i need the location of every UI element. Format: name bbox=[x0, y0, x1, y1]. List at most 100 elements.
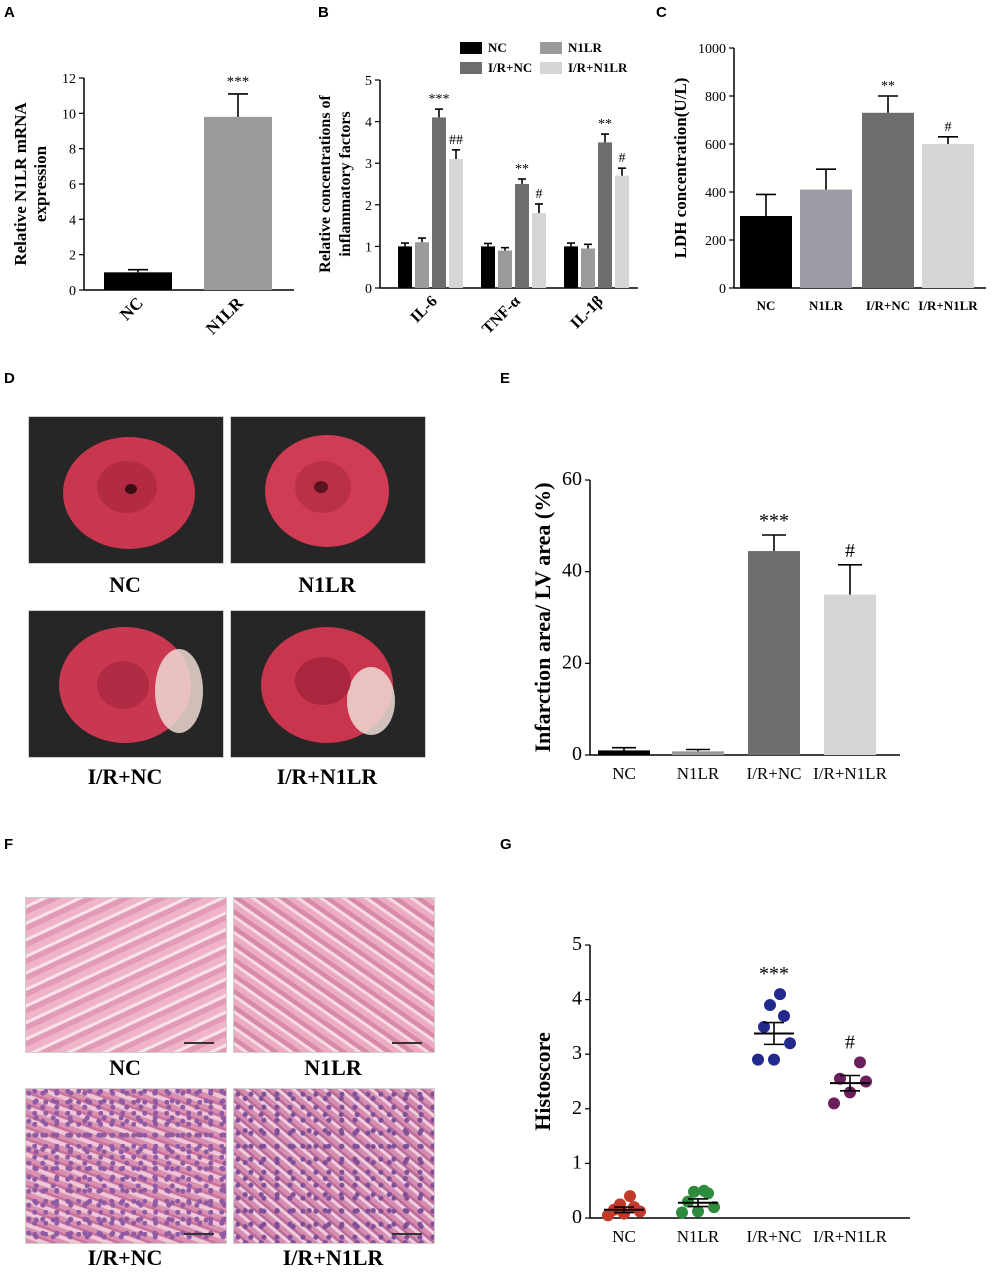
significance-label: # bbox=[619, 151, 626, 166]
bar bbox=[615, 175, 629, 288]
y-tick-label: 40 bbox=[562, 560, 582, 582]
chart-e: 0 20 40 60 Infarction area/ LV area (%) NC N1L… bbox=[530, 468, 900, 783]
heart-photo-ir-nc bbox=[28, 610, 224, 758]
legend-label: N1LR bbox=[568, 40, 603, 55]
photo-label-f-ir-n1lr: I/R+N1LR bbox=[282, 1245, 384, 1270]
y-tick-label: 1 bbox=[365, 240, 372, 255]
x-tick-label: N1LR bbox=[677, 764, 720, 783]
y-tick-label: 0 bbox=[69, 284, 76, 299]
data-point bbox=[778, 1009, 790, 1022]
y-tick-label: 1000 bbox=[698, 42, 726, 57]
data-point bbox=[676, 1206, 688, 1219]
y-tick-label: 800 bbox=[705, 90, 726, 105]
x-tick-label: IL-6 bbox=[407, 293, 440, 326]
bar bbox=[204, 116, 272, 290]
y-axis-label: Infarction area/ LV area (%) bbox=[530, 482, 555, 752]
significance-label: ## bbox=[449, 133, 463, 148]
bar bbox=[398, 246, 412, 288]
y-tick-label: 400 bbox=[705, 186, 726, 201]
data-point bbox=[784, 1037, 796, 1050]
y-tick-label: 60 bbox=[562, 468, 582, 490]
y-tick-label: 5 bbox=[572, 933, 582, 955]
bar bbox=[515, 184, 529, 288]
y-tick-label: 20 bbox=[562, 651, 582, 673]
heart-photo-nc bbox=[28, 416, 224, 564]
x-tick-label: NC bbox=[612, 1227, 636, 1246]
y-axis-label: LDH concentration(U/L) bbox=[671, 78, 690, 259]
significance-label: *** bbox=[429, 92, 450, 107]
x-tick-label: NC bbox=[116, 293, 147, 324]
photo-label-f-n1lr: N1LR bbox=[304, 1055, 362, 1080]
y-tick-label: 3 bbox=[572, 1042, 582, 1064]
bar bbox=[922, 144, 974, 288]
panel-letter-a: A bbox=[4, 4, 15, 21]
y-tick-label: 0 bbox=[572, 743, 582, 765]
histology-photo-ir-nc bbox=[25, 1088, 227, 1244]
y-tick-label: 3 bbox=[365, 157, 372, 172]
significance-label: *** bbox=[759, 510, 789, 532]
data-point bbox=[692, 1205, 704, 1218]
data-point bbox=[708, 1201, 720, 1214]
y-tick-label: 12 bbox=[62, 72, 76, 87]
x-tick-label: N1LR bbox=[809, 298, 844, 313]
data-point bbox=[758, 1020, 770, 1033]
photo-label-d-nc: NC bbox=[109, 572, 141, 597]
bar bbox=[598, 142, 612, 288]
panel-letter-f: F bbox=[4, 836, 14, 853]
bar bbox=[498, 250, 512, 288]
panel-letter-b: B bbox=[318, 4, 329, 21]
bar bbox=[581, 248, 595, 288]
bar bbox=[862, 112, 914, 288]
data-point bbox=[860, 1075, 872, 1088]
data-point bbox=[698, 1184, 710, 1197]
photo-label-d-ir-n1lr: I/R+N1LR bbox=[276, 764, 378, 789]
data-point bbox=[688, 1185, 700, 1198]
data-point bbox=[624, 1190, 636, 1203]
chart-b: 0 1 2 3 4 5 Relative concentrations of inflamma… bbox=[317, 40, 638, 338]
bar bbox=[598, 750, 650, 755]
bar bbox=[449, 159, 463, 288]
x-tick-label: IL-1β bbox=[567, 293, 606, 332]
panel-letter-g: G bbox=[500, 836, 512, 853]
data-point bbox=[774, 988, 786, 1001]
data-point bbox=[854, 1056, 866, 1069]
significance-label: *** bbox=[227, 74, 250, 90]
significance-label: # bbox=[845, 1031, 855, 1053]
x-tick-label: I/R+N1LR bbox=[813, 1227, 887, 1246]
significance-label: ** bbox=[598, 117, 612, 132]
y-tick-label: 8 bbox=[69, 143, 76, 158]
bar bbox=[532, 213, 546, 288]
legend-swatch bbox=[460, 62, 482, 74]
x-tick-label: I/R+N1LR bbox=[918, 298, 978, 313]
bar bbox=[672, 751, 724, 755]
bar bbox=[748, 551, 800, 755]
panel-letter-d: D bbox=[4, 370, 15, 387]
y-tick-label: 0 bbox=[719, 282, 726, 297]
y-tick-label: 10 bbox=[62, 107, 76, 122]
data-point bbox=[828, 1097, 840, 1110]
data-point bbox=[752, 1053, 764, 1066]
bar bbox=[800, 189, 852, 288]
significance-label: ** bbox=[515, 162, 529, 177]
y-tick-label: 600 bbox=[705, 138, 726, 153]
heart-photo-n1lr bbox=[230, 416, 426, 564]
y-tick-label: 200 bbox=[705, 234, 726, 249]
x-tick-label: TNF-α bbox=[479, 293, 524, 338]
photo-label-d-ir-nc: I/R+NC bbox=[87, 764, 163, 789]
bar bbox=[104, 272, 172, 290]
histology-photo-n1lr bbox=[233, 897, 435, 1053]
photo-label-d-n1lr: N1LR bbox=[298, 572, 356, 597]
y-tick-label: 2 bbox=[365, 199, 372, 214]
y-tick-label: 4 bbox=[365, 116, 372, 131]
x-tick-label: N1LR bbox=[202, 293, 247, 338]
y-axis-label: Histoscore bbox=[530, 1032, 555, 1131]
panel-letter-e: E bbox=[500, 370, 511, 387]
histology-photo-ir-n1lr bbox=[233, 1088, 435, 1244]
bar bbox=[415, 242, 429, 288]
y-tick-label: 0 bbox=[572, 1206, 582, 1228]
y-tick-label: 5 bbox=[365, 74, 372, 89]
x-tick-label: I/R+N1LR bbox=[813, 764, 887, 783]
y-tick-label: 2 bbox=[69, 249, 76, 264]
y-tick-label: 2 bbox=[572, 1097, 582, 1119]
significance-label: # bbox=[845, 540, 855, 562]
